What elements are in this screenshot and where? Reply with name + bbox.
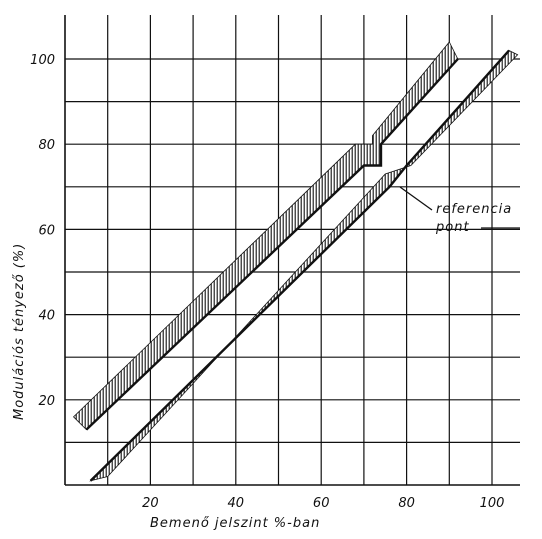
- y-tick-label: 100: [30, 53, 55, 68]
- x-tick-label: 40: [228, 496, 245, 511]
- x-tick-label: 60: [313, 496, 330, 511]
- x-axis-title: Bemenő jelszint %-ban: [150, 516, 320, 531]
- annotations: referencia pont: [399, 186, 520, 235]
- y-axis-title: Modulációs tényező (%): [12, 243, 27, 420]
- x-tick-label: 20: [142, 496, 159, 511]
- x-tick-labels: 20 40 60 80 100: [142, 496, 504, 511]
- x-tick-label: 80: [398, 496, 415, 511]
- y-tick-label: 40: [38, 309, 55, 324]
- band-upper-edge-line: [85, 58, 459, 431]
- y-tick-label: 80: [38, 138, 55, 153]
- annotation-referencia: referencia: [436, 202, 512, 217]
- band-upper: [72, 41, 459, 431]
- y-tick-label: 20: [38, 394, 55, 409]
- x-tick-label: 100: [480, 496, 505, 511]
- data-bands: [72, 41, 519, 482]
- axes: [64, 15, 520, 486]
- grid: [65, 15, 520, 485]
- band-lower-edge-line: [89, 49, 510, 482]
- y-tick-labels: 20 40 60 80 100: [30, 53, 55, 409]
- y-tick-label: 60: [38, 223, 55, 238]
- annotation-leader-line: [399, 186, 433, 211]
- annotation-pont: pont: [435, 220, 470, 235]
